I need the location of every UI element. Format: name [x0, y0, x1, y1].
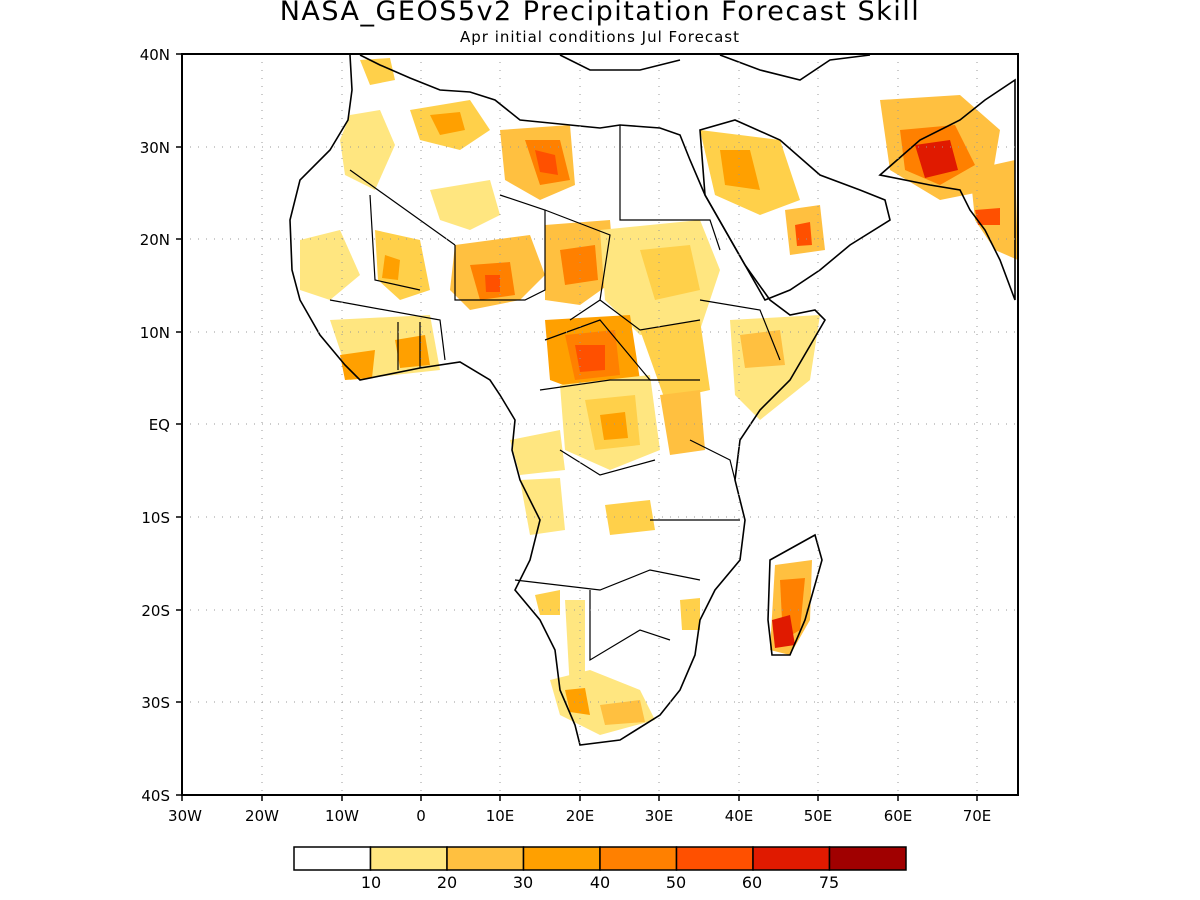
- x-tick-labels: 30W 20W 10W 0 10E 20E 30E 40E 50E 60E 70…: [168, 807, 991, 825]
- map-subtitle: Apr initial conditions Jul Forecast: [459, 28, 740, 46]
- x-tick-label: 20W: [245, 807, 279, 825]
- y-tick-label: 20S: [141, 602, 170, 620]
- colorbar-label: 50: [666, 873, 686, 892]
- colorbar-label: 20: [437, 873, 457, 892]
- country-borders: [329, 125, 781, 662]
- y-tick-label: 10N: [140, 324, 170, 342]
- colorbar-box: [369, 846, 448, 871]
- y-tick-label: 20N: [140, 231, 170, 249]
- x-tick-label: 10W: [325, 807, 359, 825]
- y-tick-label: 30N: [140, 139, 170, 157]
- tick-marks: [176, 53, 978, 801]
- y-tick-labels: 40N 30N 20N 10N EQ 10S 20S 30S 40S: [140, 46, 170, 805]
- colorbar-label: 60: [742, 873, 762, 892]
- map-title: NASA_GEOS5v2 Precipitation Forecast Skil…: [279, 0, 921, 27]
- y-tick-label: 30S: [141, 694, 170, 712]
- colorbar-box: [828, 846, 907, 871]
- colorbar-label: 40: [590, 873, 610, 892]
- x-tick-label: 40E: [725, 807, 754, 825]
- x-tick-label: 30W: [168, 807, 202, 825]
- y-tick-label: 10S: [141, 509, 170, 527]
- x-tick-label: 60E: [884, 807, 913, 825]
- x-tick-label: 10E: [486, 807, 515, 825]
- colorbar-box: [599, 846, 678, 871]
- colorbar-label: 10: [361, 873, 381, 892]
- colorbar-labels: 10 20 30 40 50 60 75: [361, 873, 839, 892]
- colorbar-label: 30: [513, 873, 533, 892]
- x-tick-label: 50E: [804, 807, 833, 825]
- x-tick-label: 30E: [645, 807, 674, 825]
- colorbar-label: 75: [819, 873, 839, 892]
- x-tick-label: 70E: [963, 807, 992, 825]
- colorbar-box: [752, 846, 831, 871]
- colorbar: 10 20 30 40 50 60 75: [293, 846, 907, 892]
- colorbar-box: [293, 846, 372, 871]
- coastlines: [289, 54, 1016, 746]
- colorbar-box: [446, 846, 525, 871]
- colorbar-boxes: [293, 846, 907, 871]
- y-tick-label: 40N: [140, 46, 170, 64]
- x-tick-label: 20E: [566, 807, 595, 825]
- colorbar-box: [675, 846, 754, 871]
- colorbar-box: [522, 846, 601, 871]
- y-tick-label: EQ: [149, 416, 170, 434]
- graticule: [182, 54, 1018, 795]
- skill-shading: [300, 58, 1018, 735]
- x-tick-label: 0: [416, 807, 426, 825]
- y-tick-label: 40S: [141, 787, 170, 805]
- map-plot-area: [181, 53, 1019, 796]
